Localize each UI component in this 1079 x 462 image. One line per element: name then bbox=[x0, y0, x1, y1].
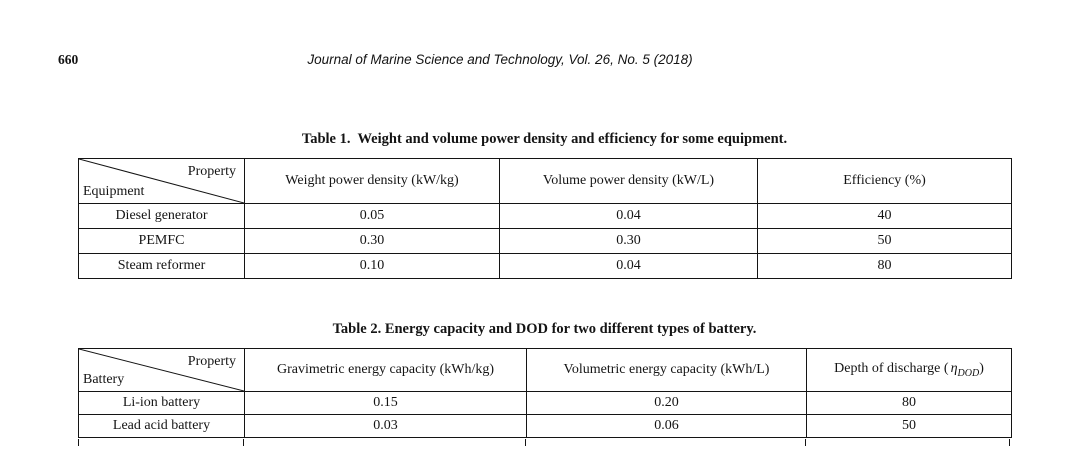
cell-value: 0.15 bbox=[244, 391, 527, 415]
table-row: Steam reformer 0.10 0.04 80 bbox=[78, 253, 1012, 279]
table-row: PEMFC 0.30 0.30 50 bbox=[78, 228, 1012, 254]
table1-header-weight-power-density: Weight power density (kW/kg) bbox=[244, 158, 500, 204]
table2-caption: Table 2. Energy capacity and DOD for two… bbox=[332, 321, 757, 337]
cell-value: 40 bbox=[757, 203, 1012, 229]
cell-value: 0.30 bbox=[244, 228, 500, 254]
table1-corner-cell: Property Equipment bbox=[78, 158, 245, 204]
table2-header-volumetric-capacity: Volumetric energy capacity (kWh/L) bbox=[526, 348, 807, 392]
cell-value: 50 bbox=[757, 228, 1012, 254]
table2-cropped-row-border bbox=[525, 439, 526, 446]
cell-value: 0.06 bbox=[526, 414, 807, 438]
table1-caption: Table 1. Weight and volume power density… bbox=[301, 131, 788, 147]
journal-running-header: Journal of Marine Science and Technology… bbox=[307, 52, 693, 67]
corner-label-property: Property bbox=[187, 164, 236, 179]
page-number: 660 bbox=[58, 52, 79, 67]
row-label: Lead acid battery bbox=[78, 414, 245, 438]
cell-value: 0.30 bbox=[499, 228, 758, 254]
table2-header-gravimetric-capacity: Gravimetric energy capacity (kWh/kg) bbox=[244, 348, 527, 392]
cell-value: 50 bbox=[806, 414, 1012, 438]
cell-value: 0.10 bbox=[244, 253, 500, 279]
eta-subscript: DOD bbox=[957, 367, 980, 379]
cell-value: 0.04 bbox=[499, 203, 758, 229]
table1-header-volume-power-density: Volume power density (kW/L) bbox=[499, 158, 758, 204]
table-row: Lead acid battery 0.03 0.06 50 bbox=[78, 414, 1012, 438]
corner-label-battery: Battery bbox=[83, 372, 125, 387]
table2-cropped-row-border bbox=[805, 439, 806, 446]
row-label: PEMFC bbox=[78, 228, 245, 254]
table1-header-efficiency: Efficiency (%) bbox=[757, 158, 1012, 204]
row-label: Steam reformer bbox=[78, 253, 245, 279]
corner-label-property: Property bbox=[187, 354, 236, 369]
cell-value: 0.03 bbox=[244, 414, 527, 438]
table1-header-row: Property Equipment Weight power density … bbox=[78, 158, 1012, 204]
diagonal-divider-line bbox=[79, 349, 244, 391]
row-label: Diesel generator bbox=[78, 203, 245, 229]
table2-cropped-row-border bbox=[1009, 439, 1010, 446]
table2-header-depth-of-discharge: Depth of discharge (ηDOD) bbox=[806, 348, 1012, 392]
table2-corner-cell: Property Battery bbox=[78, 348, 245, 392]
diagonal-divider-line bbox=[79, 159, 244, 203]
table2-cropped-row-border bbox=[243, 439, 244, 446]
row-label: Li-ion battery bbox=[78, 391, 245, 415]
cell-value: 0.05 bbox=[244, 203, 500, 229]
cell-value: 0.20 bbox=[526, 391, 807, 415]
table-row: Diesel generator 0.05 0.04 40 bbox=[78, 203, 1012, 229]
eta-symbol: ηDOD bbox=[950, 361, 980, 379]
table2-header-row: Property Battery Gravimetric energy capa… bbox=[78, 348, 1012, 392]
cell-value: 0.04 bbox=[499, 253, 758, 279]
depth-header-prefix: Depth of discharge ( bbox=[834, 361, 949, 377]
table1-equipment-power-density: Property Equipment Weight power density … bbox=[78, 158, 1012, 279]
cell-value: 80 bbox=[757, 253, 1012, 279]
table2-cropped-row-border bbox=[78, 439, 79, 446]
table2-battery-energy-capacity: Property Battery Gravimetric energy capa… bbox=[78, 348, 1012, 438]
corner-label-equipment: Equipment bbox=[83, 184, 145, 199]
depth-header-suffix: ) bbox=[979, 361, 984, 377]
table-row: Li-ion battery 0.15 0.20 80 bbox=[78, 391, 1012, 415]
cell-value: 80 bbox=[806, 391, 1012, 415]
